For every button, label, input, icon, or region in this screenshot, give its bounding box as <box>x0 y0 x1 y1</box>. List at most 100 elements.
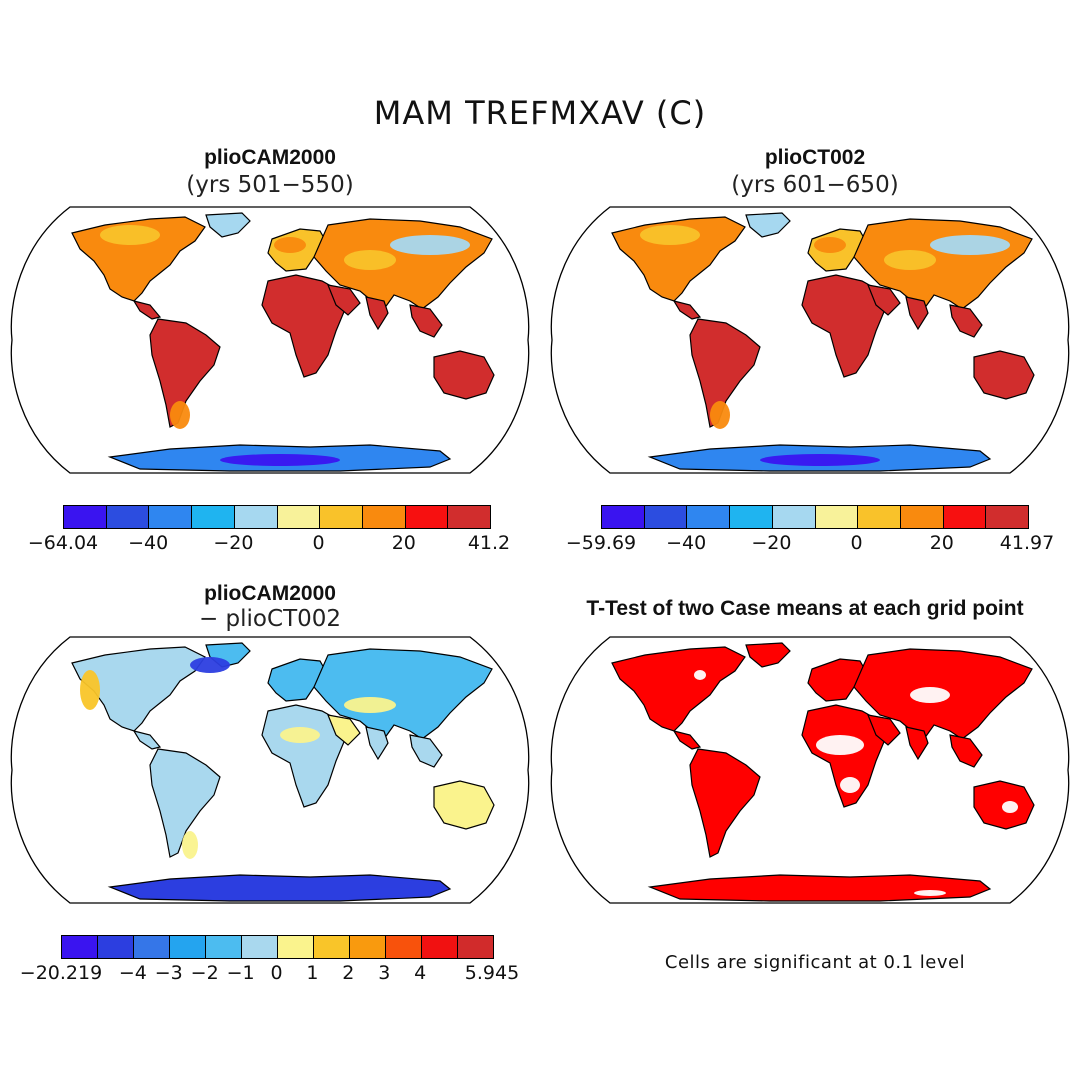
colorbar-swatch <box>314 936 350 958</box>
region-europe <box>267 658 329 702</box>
colorbar-swatch <box>206 936 242 958</box>
colorbar-tick-label: −20 <box>751 532 792 554</box>
region-southAmerica <box>149 748 221 858</box>
field-patch <box>840 777 860 793</box>
field-patch <box>884 250 936 270</box>
field-patch <box>930 235 1010 255</box>
colorbar-swatch <box>772 506 816 528</box>
region-centralAm <box>132 730 162 750</box>
field-patch <box>274 237 306 253</box>
map-frame <box>10 636 530 904</box>
colorbar-tick-label: 1 <box>306 962 319 984</box>
region-antarctica <box>647 874 992 902</box>
region-centralAm <box>132 300 162 320</box>
map-land-layer <box>71 642 495 902</box>
field-patch <box>1002 801 1018 813</box>
colorbar-tick-label: 0 <box>270 962 283 984</box>
colorbar-tick-label: 20 <box>929 532 954 554</box>
colorbar-tick-label: 4 <box>414 962 427 984</box>
colorbar-swatch <box>687 506 731 528</box>
region-africa <box>801 274 887 378</box>
colorbar-swatch <box>644 506 688 528</box>
colorbar-swatch <box>386 936 422 958</box>
field-patch <box>760 454 880 466</box>
panel-subtitle-case1: (yrs 501−550) <box>186 172 354 198</box>
panel-subtitle-diff: − plioCT002 <box>198 606 342 632</box>
region-centralAm <box>672 300 702 320</box>
colorbar-swatch <box>62 936 98 958</box>
map-frame <box>550 636 1070 904</box>
map-frame <box>550 206 1070 474</box>
field-patch <box>694 670 706 680</box>
region-greenland <box>205 212 251 238</box>
colorbar-swatch <box>350 936 386 958</box>
map-frame <box>10 206 530 474</box>
region-arabia <box>327 284 361 316</box>
panel-title-case1: plioCAM2000 <box>204 146 336 169</box>
colorbar-swatch <box>170 936 206 958</box>
region-centralAm <box>672 730 702 750</box>
colorbar-swatch <box>277 506 321 528</box>
colorbar-tick-label: −4 <box>118 962 147 984</box>
colorbar-tick-label: −40 <box>128 532 169 554</box>
region-greenland <box>745 212 791 238</box>
colorbar-swatch <box>64 506 107 528</box>
region-africa <box>261 704 347 808</box>
colorbar-swatch <box>900 506 944 528</box>
colorbar-swatch <box>943 506 987 528</box>
colorbar-swatch <box>234 506 278 528</box>
field-patch <box>170 401 190 429</box>
field-patch <box>914 890 946 896</box>
colorbar-swatch <box>106 506 150 528</box>
colorbar-tick-label: −40 <box>666 532 707 554</box>
colorbar-swatch <box>602 506 645 528</box>
colorbar-case2 <box>601 505 1029 529</box>
field-patch <box>190 657 230 673</box>
colorbar-tick-label: 5.945 <box>464 962 520 984</box>
field-patch <box>100 225 160 245</box>
region-australia <box>433 350 495 400</box>
colorbar-swatch <box>730 506 773 528</box>
colorbar-tick-label: 41.97 <box>999 532 1055 554</box>
colorbar-tick-label: 2 <box>342 962 355 984</box>
field-patch <box>910 687 950 703</box>
map-case1 <box>10 206 530 474</box>
map-land-layer <box>611 212 1035 472</box>
region-seAsia <box>409 304 443 338</box>
field-patch <box>710 401 730 429</box>
region-northAmerica <box>71 646 206 732</box>
region-africa <box>801 704 887 808</box>
field-patch <box>80 670 100 710</box>
colorbar-case1 <box>63 505 491 529</box>
field-patch <box>344 697 396 713</box>
region-arabia <box>867 284 901 316</box>
field-patch <box>814 237 846 253</box>
colorbar-tick-label: −64.04 <box>27 532 99 554</box>
colorbar-swatch <box>362 506 406 528</box>
colorbar-swatch <box>858 506 901 528</box>
region-arabia <box>867 714 901 746</box>
region-arabia <box>327 714 361 746</box>
colorbar-swatch <box>192 506 235 528</box>
colorbar-tick-label: 20 <box>391 532 416 554</box>
map-land-layer <box>71 212 495 472</box>
field-patch <box>344 250 396 270</box>
field-patch <box>220 454 340 466</box>
colorbar-swatch <box>278 936 314 958</box>
colorbar-tick-label: −59.69 <box>565 532 637 554</box>
region-northAmerica <box>611 646 746 732</box>
region-india <box>365 296 389 331</box>
colorbar-swatch <box>448 506 491 528</box>
colorbar-swatch <box>815 506 859 528</box>
field-patch <box>640 225 700 245</box>
colorbar-swatch <box>134 936 170 958</box>
colorbar-swatch <box>242 936 278 958</box>
region-africa <box>261 274 347 378</box>
region-india <box>905 296 929 331</box>
field-patch <box>280 727 320 743</box>
map-land-layer <box>611 642 1035 902</box>
colorbar-tick-label: −2 <box>190 962 219 984</box>
panel-subtitle-case2: (yrs 601−650) <box>731 172 899 198</box>
colorbar-swatch <box>986 506 1029 528</box>
colorbar-tick-label: 3 <box>378 962 391 984</box>
